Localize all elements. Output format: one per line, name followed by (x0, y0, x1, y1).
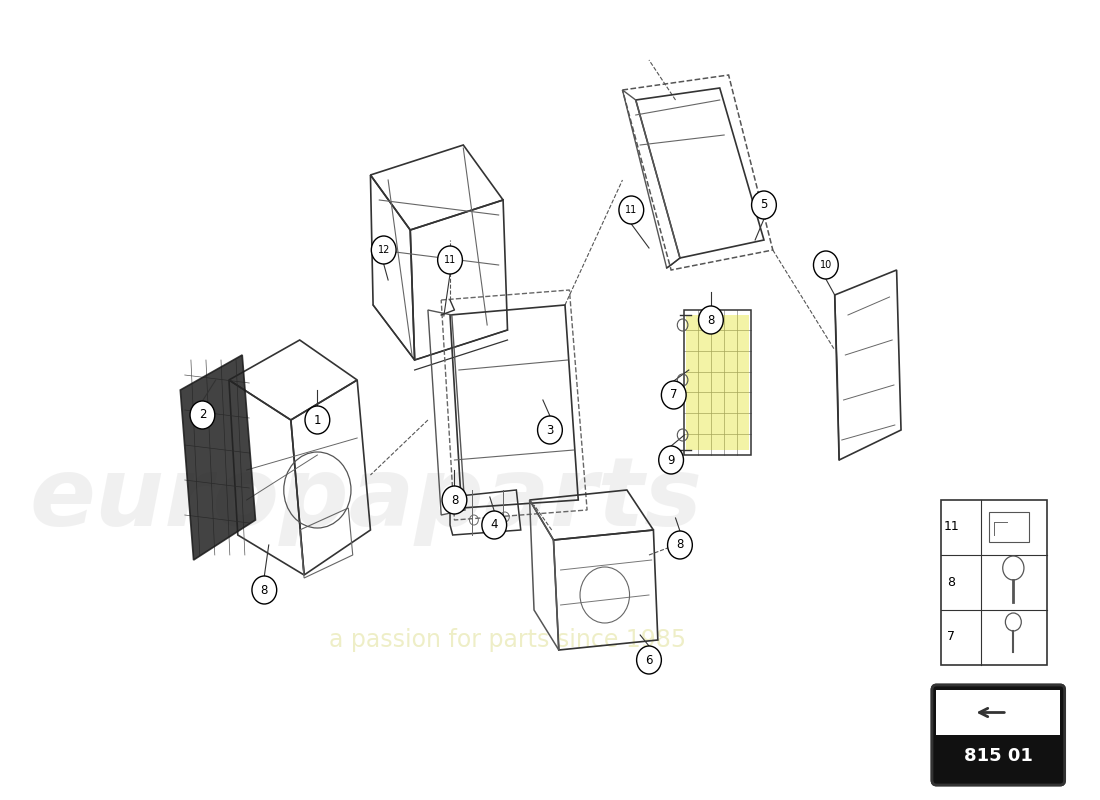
Circle shape (252, 576, 277, 604)
Text: 2: 2 (199, 409, 206, 422)
Text: 8: 8 (451, 494, 458, 506)
Text: 7: 7 (947, 630, 956, 643)
Text: 1: 1 (314, 414, 321, 426)
Text: 4: 4 (491, 518, 498, 531)
Text: 11: 11 (444, 255, 456, 265)
Text: 8: 8 (947, 575, 956, 589)
Circle shape (190, 401, 214, 429)
Circle shape (637, 646, 661, 674)
Circle shape (659, 446, 683, 474)
Circle shape (305, 406, 330, 434)
Circle shape (442, 486, 466, 514)
Circle shape (438, 246, 462, 274)
Circle shape (751, 191, 777, 219)
Circle shape (698, 306, 724, 334)
Circle shape (814, 251, 838, 279)
Text: 8: 8 (707, 314, 715, 326)
Circle shape (372, 236, 396, 264)
FancyBboxPatch shape (932, 685, 1065, 785)
Circle shape (668, 531, 692, 559)
Text: 7: 7 (670, 389, 678, 402)
Text: 3: 3 (547, 423, 553, 437)
Bar (940, 500, 1047, 665)
Text: 11: 11 (625, 205, 637, 215)
Circle shape (661, 381, 686, 409)
Text: a passion for parts since 1985: a passion for parts since 1985 (329, 628, 686, 652)
Circle shape (619, 196, 644, 224)
Text: 12: 12 (377, 245, 389, 255)
Text: 6: 6 (646, 654, 652, 666)
Text: 9: 9 (668, 454, 675, 466)
FancyBboxPatch shape (932, 685, 1065, 785)
Circle shape (538, 416, 562, 444)
Text: 8: 8 (676, 538, 683, 551)
Polygon shape (180, 355, 255, 560)
Text: 8: 8 (261, 583, 268, 597)
Bar (686, 315, 749, 450)
Bar (684, 310, 750, 455)
Text: 11: 11 (944, 521, 959, 534)
Text: europaparts: europaparts (30, 454, 703, 546)
Circle shape (482, 511, 507, 539)
Text: 815 01: 815 01 (964, 746, 1033, 765)
Text: 5: 5 (760, 198, 768, 211)
FancyBboxPatch shape (936, 690, 1060, 735)
Text: 10: 10 (820, 260, 832, 270)
Bar (936, 731, 1060, 780)
